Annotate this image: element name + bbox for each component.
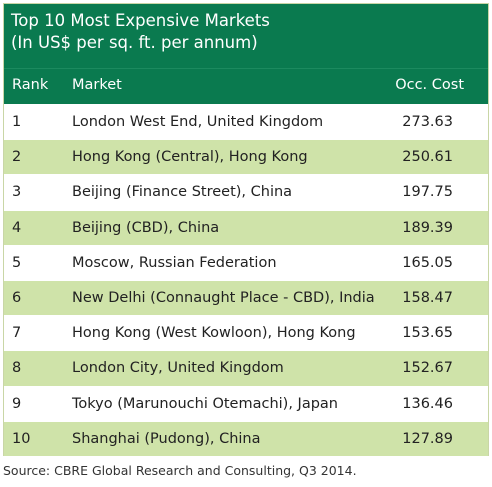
column-header-occ-cost: Occ. Cost [395, 77, 464, 93]
table-header-row: Rank Market Occ. Cost [4, 68, 488, 104]
occ-cost-cell: 273.63 [402, 114, 453, 130]
market-cell: London West End, United Kingdom [72, 114, 324, 130]
occ-cost-cell: 136.46 [402, 395, 453, 412]
market-cell: Beijing (Finance Street), China [72, 184, 293, 201]
occ-cost-cell: 152.67 [402, 360, 453, 377]
table-row: 6 New Delhi (Connaught Place - CBD), Indi… [4, 279, 488, 316]
rank-cell: 7 [12, 325, 22, 342]
table-row: 9 Tokyo (Marunouchi Otemachi), Japan 136.4… [4, 385, 488, 421]
table-title: Top 10 Most Expensive Markets [11, 11, 270, 30]
occ-cost-cell: 250.61 [402, 149, 453, 166]
source-note: Source: CBRE Global Research and Consult… [3, 463, 357, 478]
markets-table-card: Top 10 Most Expensive Markets (In US$ pe… [3, 3, 489, 456]
market-cell: Moscow, Russian Federation [72, 254, 277, 271]
rank-cell: 4 [12, 219, 22, 236]
table-body: 1 London West End, United Kingdom 273.63 2 H… [4, 104, 488, 456]
table-row: 1 London West End, United Kingdom 273.63 [4, 104, 488, 140]
occ-cost-cell: 127.89 [402, 430, 453, 447]
market-cell: Shanghai (Pudong), China [72, 430, 261, 447]
occ-cost-cell: 158.47 [402, 289, 453, 306]
rank-cell: 2 [12, 149, 22, 166]
market-cell: Tokyo (Marunouchi Otemachi), Japan [72, 395, 338, 412]
market-cell: London City, United Kingdom [72, 360, 284, 377]
table-row: 2 Hong Kong (Central), Hong Kong 250.61 [4, 139, 488, 175]
rank-cell: 8 [12, 360, 22, 377]
rank-cell: 10 [12, 430, 31, 447]
market-cell: Beijing (CBD), China [72, 219, 220, 236]
table-row: 10 Shanghai (Pudong), China 127.89 [4, 420, 488, 456]
table-row: 7 Hong Kong (West Kowloon), Hong Kong 153.… [4, 315, 488, 351]
rank-cell: 5 [12, 254, 22, 271]
table-row: 8 London City, United Kingdom 152.67 [4, 350, 488, 386]
rank-cell: 1 [12, 114, 22, 130]
table-title-block: Top 10 Most Expensive Markets (In US$ pe… [4, 4, 488, 68]
table-subtitle: (In US$ per sq. ft. per annum) [11, 33, 258, 52]
rank-cell: 9 [12, 395, 22, 412]
column-header-market: Market [72, 77, 122, 93]
occ-cost-cell: 153.65 [402, 325, 453, 342]
occ-cost-cell: 197.75 [402, 184, 453, 201]
occ-cost-cell: 189.39 [402, 219, 453, 236]
market-cell: New Delhi (Connaught Place - CBD), India [72, 289, 375, 306]
table-row: 4 Beijing (CBD), China 189.39 [4, 209, 488, 245]
table-row: 3 Beijing (Finance Street), China 197.75 [4, 174, 488, 210]
rank-cell: 3 [12, 184, 22, 201]
table-row: 5 Moscow, Russian Federation 165.05 [4, 244, 488, 280]
market-cell: Hong Kong (Central), Hong Kong [72, 149, 308, 166]
column-header-rank: Rank [12, 77, 49, 93]
occ-cost-cell: 165.05 [402, 254, 453, 271]
rank-cell: 6 [12, 289, 22, 306]
market-cell: Hong Kong (West Kowloon), Hong Kong [72, 325, 356, 342]
